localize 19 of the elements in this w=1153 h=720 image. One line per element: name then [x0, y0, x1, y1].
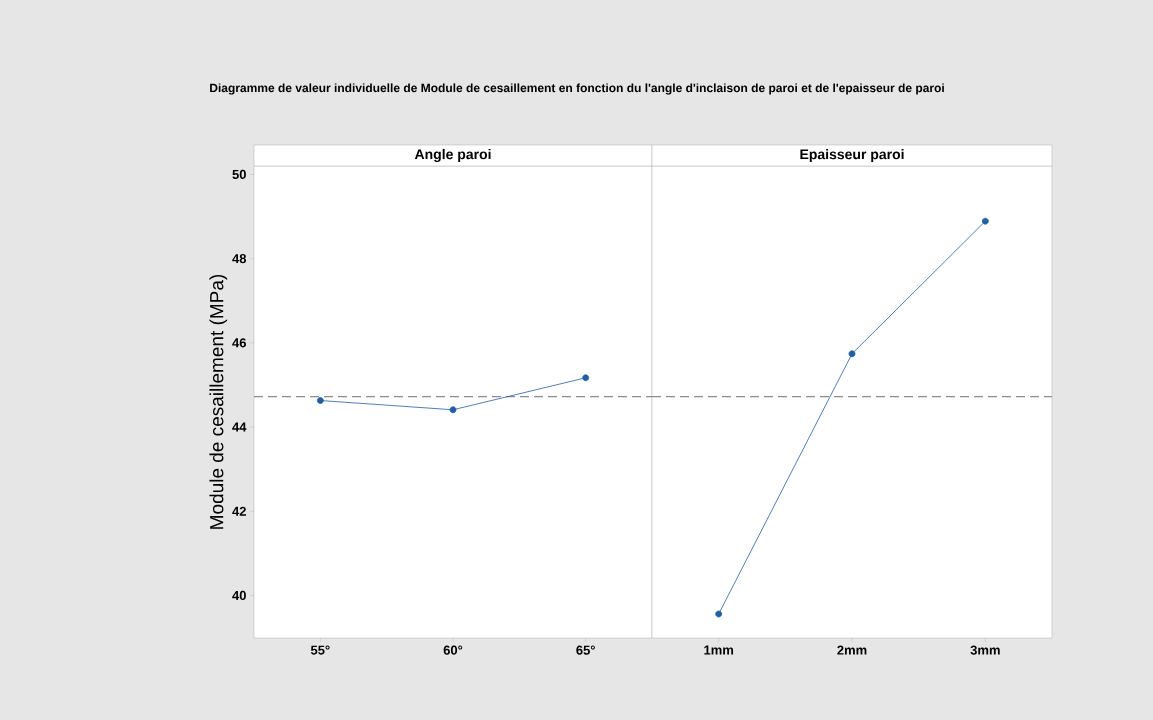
y-tick-label: 46 — [232, 338, 246, 348]
chart-title: Diagramme de valeur individuelle de Module de cesaillement en fonction du l'angle d'inclaison de paroi et de l'epaisseur de paroi — [210, 83, 944, 95]
y-axis-title: Module de cesaillement (MPa) — [209, 274, 228, 529]
y-tick-label: 48 — [232, 254, 247, 264]
x-tick-label: 55° — [310, 645, 330, 655]
y-tick-label: 42 — [232, 506, 246, 516]
point — [582, 374, 590, 382]
point — [316, 397, 324, 404]
chart-subtitle: Epaisseur paroi — [800, 148, 904, 163]
y-tick-label: 40 — [232, 590, 246, 601]
x-tick-label: 2mm — [837, 645, 867, 655]
y-tick-label: 50 — [232, 169, 246, 180]
x-tick-label: 65° — [576, 645, 595, 655]
y-tick-label: 44 — [232, 422, 247, 432]
x-tick-label: 3mm — [970, 645, 1000, 655]
chart-subtitle: Angle paroi — [414, 148, 491, 163]
point — [449, 406, 457, 414]
x-tick-label: 60° — [443, 645, 463, 655]
x-tick-label: 1mm — [704, 645, 734, 655]
